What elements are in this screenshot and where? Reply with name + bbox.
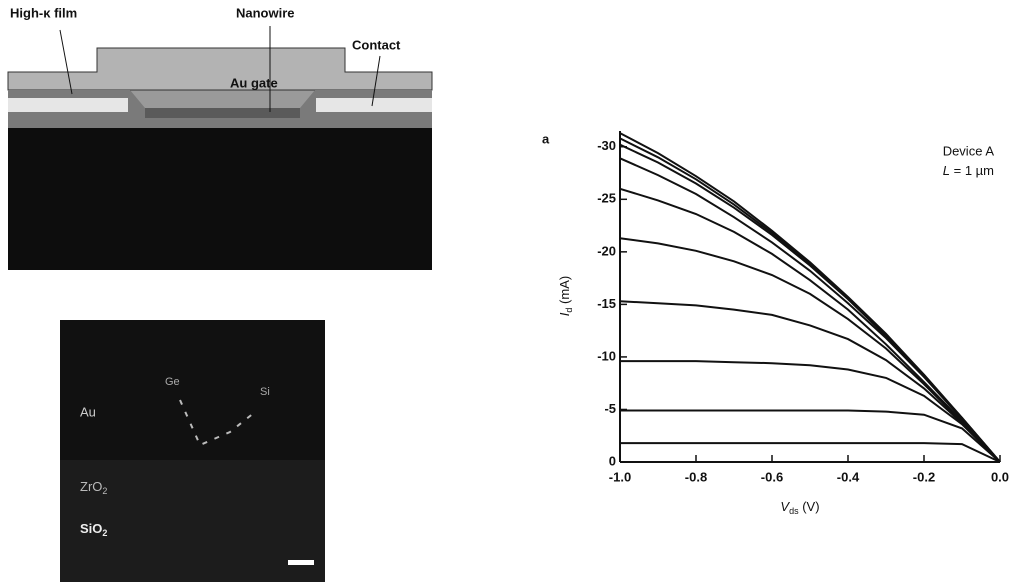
x-tick-label: -0.2 xyxy=(913,469,935,484)
label: SiO2 xyxy=(80,521,107,538)
label: Au xyxy=(80,404,96,419)
y-tick-label: -25 xyxy=(597,191,616,206)
y-tick-label: 0 xyxy=(609,453,616,468)
curve xyxy=(619,187,1001,463)
nanowire xyxy=(145,108,300,118)
curve xyxy=(619,132,1001,463)
curve xyxy=(619,137,1001,463)
leader xyxy=(59,29,73,95)
x-tick-label: -0.6 xyxy=(761,469,783,484)
label: Nanowire xyxy=(236,5,295,20)
y-axis-label: d xyxy=(564,308,574,313)
x-tick-label: 0.0 xyxy=(991,469,1009,484)
curve xyxy=(620,360,1001,463)
y-tick-label: -5 xyxy=(604,401,616,416)
y-axis-label: I xyxy=(557,312,572,316)
label: 2 xyxy=(102,486,107,496)
oxide xyxy=(60,460,325,582)
curve xyxy=(619,300,1001,463)
leader xyxy=(371,55,381,107)
y-tick-label: -10 xyxy=(597,348,616,363)
panel-label: a xyxy=(542,131,550,146)
x-tick-label: -0.4 xyxy=(837,469,860,484)
gate xyxy=(7,47,433,91)
annotation: L = 1 µm xyxy=(943,163,994,178)
wire-outline xyxy=(179,399,256,447)
y-axis-label: (mA) xyxy=(557,276,572,308)
label: Au gate xyxy=(230,75,278,90)
label: Ge xyxy=(165,376,180,388)
label: Contact xyxy=(352,37,401,52)
label: ZrO xyxy=(80,479,102,494)
y-tick-label: -20 xyxy=(597,243,616,258)
curve xyxy=(620,442,1001,463)
scale-bar xyxy=(288,560,314,565)
x-axis-label: (V) xyxy=(799,499,820,514)
label: High-κ film xyxy=(10,5,77,20)
label: Si xyxy=(260,386,270,398)
annotation: Device A xyxy=(943,143,995,158)
curve xyxy=(620,409,1001,463)
x-tick-label: -0.8 xyxy=(685,469,707,484)
label: SiO xyxy=(80,521,102,536)
curve xyxy=(619,157,1001,463)
curve xyxy=(619,237,1001,463)
label: 2 xyxy=(102,528,107,538)
schematic: High-κ film Nanowire Contact Au gate xyxy=(7,5,433,270)
x-tick-label: -1.0 xyxy=(609,469,631,484)
x-axis-label: ds xyxy=(789,506,799,516)
y-tick-label: -30 xyxy=(597,138,616,153)
x-axis-label: V xyxy=(780,499,790,514)
micrograph: Au Ge Si ZrO2 SiO2 xyxy=(60,320,325,582)
contact-left xyxy=(8,98,128,112)
y-axis-label: Id (mA) xyxy=(557,276,574,316)
contact-right xyxy=(316,98,432,112)
label: ZrO2 xyxy=(80,479,107,496)
y-tick-label: -15 xyxy=(597,296,616,311)
substrate xyxy=(8,128,432,270)
annotation: L xyxy=(943,163,950,178)
x-axis-label: Vds (V) xyxy=(780,499,819,516)
annotation: = 1 µm xyxy=(950,163,994,178)
